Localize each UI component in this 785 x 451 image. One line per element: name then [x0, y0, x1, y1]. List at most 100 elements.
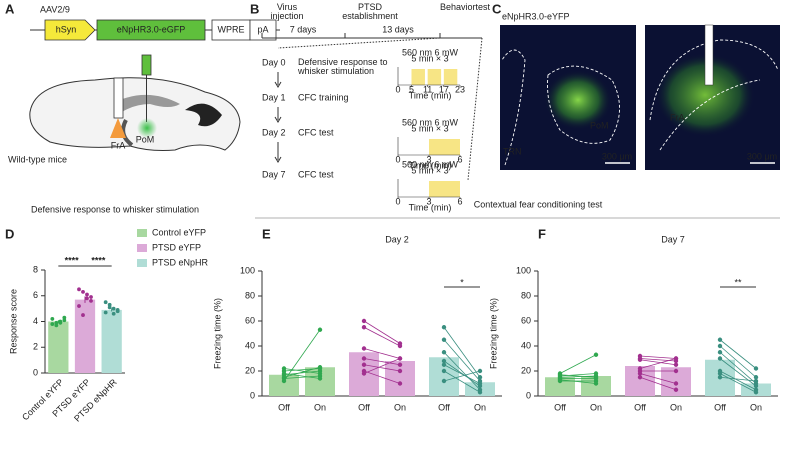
brain-outline: [29, 77, 241, 151]
y-axis-label: Freezing time (%): [212, 298, 222, 369]
data-point: [477, 375, 483, 380]
panel-letter: D: [5, 226, 14, 241]
vector-label: AAV2/9: [40, 4, 70, 14]
data-point: [361, 346, 367, 351]
panel-letter: B: [250, 1, 259, 16]
section-title: Defensive response to whisker stimulatio…: [31, 204, 199, 214]
brain-tract: [120, 94, 180, 112]
light-window: [429, 181, 460, 197]
time-tick-label: 3: [426, 196, 431, 206]
data-point: [717, 343, 723, 349]
optic-fiber: [113, 77, 124, 119]
y-tick-label: 80: [521, 290, 531, 300]
time-tick-label: 17: [439, 84, 449, 94]
data-point: [361, 371, 367, 376]
data-point: [717, 356, 723, 361]
legend-label: PTSD eYFP: [152, 242, 201, 252]
data-point: [753, 383, 759, 389]
x-tick-label: Off: [438, 402, 450, 412]
paired-line: [719, 358, 757, 387]
paired-line: [719, 370, 757, 391]
y-tick-label: 2: [33, 342, 38, 352]
x-tick-label: Off: [714, 402, 726, 412]
paired-line: [719, 339, 757, 369]
data-point: [111, 306, 116, 311]
data-point: [593, 352, 599, 357]
paired-line: [719, 351, 757, 384]
data-point: [317, 366, 323, 371]
data-point: [673, 387, 679, 392]
data-point: [441, 358, 447, 364]
time-axis-label: Time (min): [409, 160, 452, 170]
paired-line: [283, 375, 321, 379]
y-tick-label: 4: [33, 316, 38, 326]
bar: [48, 321, 69, 373]
paired-line: [559, 375, 597, 378]
animal-label: Wild-type mice: [8, 154, 67, 164]
data-point: [107, 305, 112, 310]
laser-label: 560 nm 6 mW: [402, 117, 459, 127]
data-point: [717, 337, 723, 342]
region-outline: [649, 39, 779, 151]
data-point: [85, 296, 89, 301]
data-point: [637, 375, 643, 380]
section-title: Contextual fear conditioning test: [474, 199, 603, 209]
promoter-label: hSyn: [56, 24, 77, 34]
data-point: [111, 311, 116, 316]
y-axis-label: Response score: [8, 289, 18, 354]
time-tick-label: 11: [423, 84, 432, 94]
data-point: [397, 343, 403, 349]
time-tick-label: 6: [457, 196, 462, 206]
data-point: [593, 375, 599, 380]
significance-label: *: [460, 277, 464, 287]
data-point: [753, 366, 759, 371]
panel-letter: E: [262, 226, 271, 241]
data-point: [397, 368, 403, 374]
task-label: Defensive response to whisker stimulation: [297, 57, 388, 76]
region-label: FrA: [670, 112, 685, 122]
data-point: [54, 323, 59, 328]
x-tick-label: Off: [554, 402, 566, 412]
milestone-label: PTSD establishment: [342, 2, 398, 21]
data-point: [317, 327, 323, 332]
paired-line: [559, 374, 597, 378]
data-point: [281, 371, 287, 376]
data-point: [361, 325, 367, 330]
paired-line: [559, 373, 597, 377]
x-tick-label: On: [670, 402, 682, 412]
paired-line: [443, 339, 481, 382]
data-point: [637, 357, 643, 362]
y-tick-label: 60: [245, 315, 255, 325]
data-point: [557, 377, 563, 382]
legend-label: PTSD eNpHR: [152, 257, 209, 267]
legend-swatch: [137, 244, 147, 252]
time-tick-label: 0: [395, 154, 400, 164]
data-point: [441, 325, 447, 330]
y-tick-label: 0: [250, 390, 255, 400]
data-point: [753, 378, 759, 384]
paired-line: [363, 358, 401, 374]
paired-line: [559, 379, 597, 384]
paired-line: [443, 351, 481, 391]
y-tick-label: 60: [521, 315, 531, 325]
y-tick-label: 0: [526, 390, 531, 400]
time-tick-label: 3: [426, 154, 431, 164]
day-label: Day 1: [262, 92, 286, 102]
bar: [101, 309, 122, 373]
data-point: [361, 318, 367, 324]
promoter-arrow: [44, 19, 96, 41]
zoom-line: [467, 37, 483, 181]
paired-line: [639, 376, 677, 391]
x-tick-label: Off: [278, 402, 290, 412]
x-tick-label: On: [750, 402, 762, 412]
interval-label: 7 days: [290, 24, 317, 34]
data-point: [81, 289, 85, 294]
paired-line: [363, 320, 401, 344]
paired-line: [443, 327, 481, 378]
paired-line: [443, 360, 481, 387]
data-point: [361, 356, 367, 361]
pa-label: pA: [257, 24, 268, 34]
paired-line: [639, 358, 677, 362]
paired-line: [443, 370, 481, 382]
y-tick-label: 0: [33, 367, 38, 377]
